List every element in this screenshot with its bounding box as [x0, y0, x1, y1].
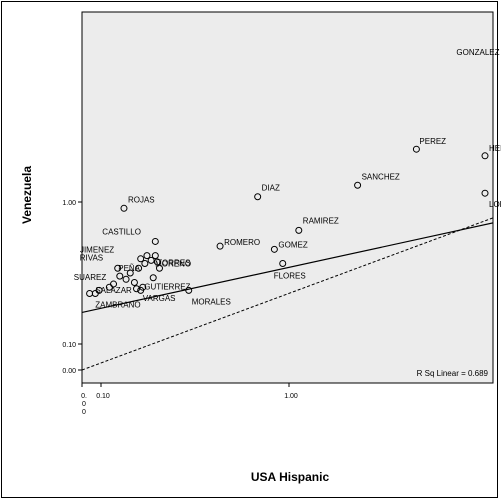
point-label: MORENO	[155, 259, 191, 268]
x-tick-label: 0	[82, 401, 86, 408]
y-axis-title: Venezuela	[20, 140, 34, 250]
point-label: SANCHEZ	[362, 172, 400, 181]
point-label: GUTIERREZ	[144, 283, 190, 292]
point-label: SUAREZ	[74, 273, 107, 282]
point-label: GONZALEZ	[456, 48, 499, 57]
point-label: ROMERO	[224, 238, 260, 247]
r-squared-annotation: R Sq Linear = 0.689	[417, 369, 489, 378]
x-tick-label: 0	[82, 409, 86, 416]
x-tick-label: 1.00	[284, 393, 298, 400]
point-label: HERNANDEZ	[489, 144, 501, 153]
point-label: PEREZ	[419, 137, 446, 146]
point-label: SALAZAR	[95, 286, 132, 295]
point-label: LOPEZ	[489, 200, 501, 209]
point-label: PEÑA	[118, 264, 140, 273]
point-label: ROJAS	[128, 195, 155, 204]
point-label: RAMIREZ	[303, 216, 339, 225]
point-label: CASTILLO	[102, 227, 141, 236]
point-label: VARGAS	[143, 294, 176, 303]
x-tick-label: 0.10	[96, 393, 110, 400]
x-tick-label: 0.	[81, 393, 87, 400]
y-tick-label: 0.10	[62, 342, 76, 349]
point-label: RIVAS	[80, 253, 103, 262]
x-axis-title: USA Hispanic	[82, 470, 498, 484]
point-label: DIAZ	[262, 184, 280, 193]
y-tick-label: 0.00	[62, 368, 76, 375]
point-label: GOMEZ	[278, 240, 307, 249]
point-label: ZAMBRANO	[95, 301, 140, 310]
y-tick-label: 1.00	[62, 200, 76, 207]
point-label: FLORES	[274, 272, 306, 281]
point-label: MORALES	[192, 297, 231, 306]
